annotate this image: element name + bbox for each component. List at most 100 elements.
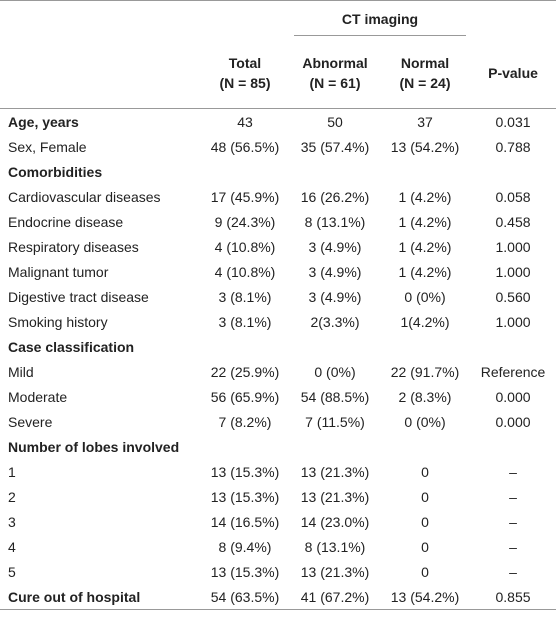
table-cell: 48 (56.5%) — [210, 138, 280, 155]
table-row: Smoking history 3 (8.1%) 2(3.3%) 1(4.2%) 1.0… — [0, 309, 556, 334]
header-cell — [0, 37, 200, 109]
table-cell: 13 (21.3%) — [300, 488, 370, 505]
table-cell: 4 (10.8%) — [214, 238, 276, 255]
table-row: Comorbidities — [0, 159, 556, 184]
row-label: Number of lobes involved — [8, 438, 180, 455]
table-cell: 22 (25.9%) — [210, 363, 280, 380]
table-cell: 3 (4.9%) — [308, 238, 362, 255]
table-cell: 9 (24.3%) — [214, 213, 276, 230]
header-row: CT imaging — [0, 0, 556, 37]
column-name: Normal — [400, 54, 450, 71]
table-row: 4 8 (9.4%) 8 (13.1%) 0 – — [0, 534, 556, 559]
row-label: 3 — [8, 513, 16, 530]
header-cell — [470, 0, 556, 37]
table-cell: 13 (21.3%) — [300, 563, 370, 580]
table-cell: 8 (13.1%) — [304, 213, 366, 230]
row-label: Sex, Female — [8, 138, 87, 155]
row-label: Malignant tumor — [8, 263, 109, 280]
group-header: CT imaging — [294, 3, 467, 36]
table-cell: 1.000 — [495, 263, 531, 280]
table-row: Digestive tract disease 3 (8.1%) 3 (4.9%) 0… — [0, 284, 556, 309]
table-cell: 13 (15.3%) — [210, 463, 280, 480]
table-row: Cardiovascular diseases 17 (45.9%) 16 (26.… — [0, 184, 556, 209]
table-cell: 1 (4.2%) — [398, 263, 452, 280]
table-cell: 2 (8.3%) — [398, 388, 452, 405]
table-cell: 16 (26.2%) — [300, 188, 370, 205]
table-cell: 1.000 — [495, 313, 531, 330]
table-cell: 0.458 — [495, 213, 531, 230]
row-label: 1 — [8, 463, 16, 480]
table-cell: 1 (4.2%) — [398, 188, 452, 205]
column-name: Abnormal — [302, 54, 368, 71]
table-cell: 0.788 — [495, 138, 531, 155]
table-cell: 2(3.3%) — [310, 313, 360, 330]
table-row: Sex, Female 48 (56.5%) 35 (57.4%) 13 (54.2%… — [0, 134, 556, 159]
column-header: Total (N = 85) — [200, 37, 290, 109]
column-n: (N = 24) — [399, 74, 451, 91]
row-label: Digestive tract disease — [8, 288, 149, 305]
table-cell: 0.560 — [495, 288, 531, 305]
row-label: Severe — [8, 413, 53, 430]
table-cell: – — [509, 538, 517, 555]
table-cell: 54 (88.5%) — [300, 388, 370, 405]
table-cell: 56 (65.9%) — [210, 388, 280, 405]
table-cell: 0 — [421, 463, 429, 480]
group-header-cell: CT imaging — [290, 0, 471, 37]
table-cell: 13 (15.3%) — [210, 563, 280, 580]
table-cell: 41 (67.2%) — [290, 584, 380, 610]
table-row: Endocrine disease 9 (24.3%) 8 (13.1%) 1 (4.… — [0, 209, 556, 234]
table-cell: 7 (8.2%) — [218, 413, 272, 430]
table-row: Moderate 56 (65.9%) 54 (88.5%) 2 (8.3%) 0.00… — [0, 384, 556, 409]
table-cell: 13 (15.3%) — [210, 488, 280, 505]
table-cell: 8 (13.1%) — [304, 538, 366, 555]
table-cell: 0 — [421, 563, 429, 580]
table-row: Respiratory diseases 4 (10.8%) 3 (4.9%) 1 (… — [0, 234, 556, 259]
table-row: 5 13 (15.3%) 13 (21.3%) 0 – — [0, 559, 556, 584]
table-cell: 1.000 — [495, 238, 531, 255]
table-cell: 50 — [327, 113, 343, 130]
table-cell: – — [509, 513, 517, 530]
table-row: 2 13 (15.3%) 13 (21.3%) 0 – — [0, 484, 556, 509]
table-row: Cure out of hospital 54 (63.5%) 41 (67.2%)… — [0, 584, 556, 610]
table-cell: 0 — [421, 488, 429, 505]
row-label: Smoking history — [8, 313, 108, 330]
column-header: Normal (N = 24) — [380, 37, 471, 109]
table-cell: 54 (63.5%) — [200, 584, 290, 610]
table-row: Age, years 43 50 37 0.031 — [0, 109, 556, 135]
column-n: (N = 61) — [309, 74, 361, 91]
row-label: Comorbidities — [8, 163, 103, 180]
table-cell: 0.031 — [495, 113, 531, 130]
header-row: Total (N = 85) Abnormal (N = 61) Normal (N = … — [0, 37, 556, 109]
table-cell: – — [509, 463, 517, 480]
table-row: Malignant tumor 4 (10.8%) 3 (4.9%) 1 (4.2%)… — [0, 259, 556, 284]
table-cell: 4 (10.8%) — [214, 263, 276, 280]
table-cell: 0 — [421, 513, 429, 530]
table-cell: 14 (16.5%) — [210, 513, 280, 530]
table-cell: 0 (0%) — [314, 363, 356, 380]
column-name: P-value — [488, 64, 538, 81]
table-cell: 0.000 — [495, 413, 531, 430]
table-cell: 0 — [421, 538, 429, 555]
table-cell: 3 (8.1%) — [218, 288, 272, 305]
table-cell: 7 (11.5%) — [305, 413, 365, 430]
table-cell: 13 (54.2%) — [390, 138, 460, 155]
table-cell: 17 (45.9%) — [210, 188, 280, 205]
row-label: Case classification — [8, 338, 135, 355]
table-cell: 8 (9.4%) — [218, 538, 272, 555]
row-label: Endocrine disease — [8, 213, 124, 230]
row-label: Cure out of hospital — [0, 584, 200, 610]
row-label: Respiratory diseases — [8, 238, 139, 255]
table-cell: 3 (4.9%) — [308, 263, 362, 280]
table-cell: 1 (4.2%) — [398, 213, 452, 230]
column-n: (N = 85) — [219, 74, 271, 91]
table-row: Case classification — [0, 334, 556, 359]
table-cell: 1 (4.2%) — [398, 238, 452, 255]
table-cell: 0.000 — [495, 388, 531, 405]
table-cell: 22 (91.7%) — [390, 363, 460, 380]
table-cell: 0 (0%) — [404, 413, 446, 430]
table-cell: 37 — [417, 113, 433, 130]
column-header: P-value — [470, 37, 556, 109]
table-cell: 0 (0%) — [404, 288, 446, 305]
row-label: 4 — [8, 538, 16, 555]
